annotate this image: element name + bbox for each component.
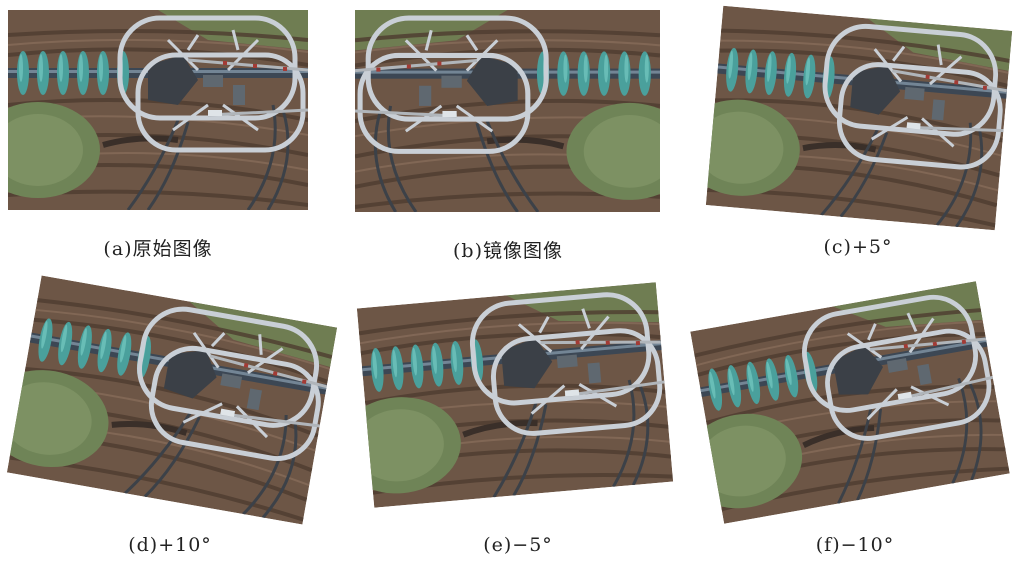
- caption-a: (a)原始图像: [103, 238, 213, 260]
- photo-mirrored: [355, 10, 660, 212]
- caption-c: (c)+5°: [823, 236, 893, 258]
- photo-rotated-plus-10: [7, 275, 337, 524]
- caption-d: (d)+10°: [128, 534, 212, 556]
- photo-rotated-minus-5: [357, 282, 673, 507]
- caption-f: (f)−10°: [815, 534, 895, 556]
- caption-b: (b)镜像图像: [453, 240, 563, 262]
- photo-original: [8, 10, 308, 210]
- caption-e: (e)−5°: [483, 534, 553, 556]
- photo-rotated-minus-10: [690, 281, 1009, 523]
- photo-rotated-plus-5: [706, 6, 1012, 231]
